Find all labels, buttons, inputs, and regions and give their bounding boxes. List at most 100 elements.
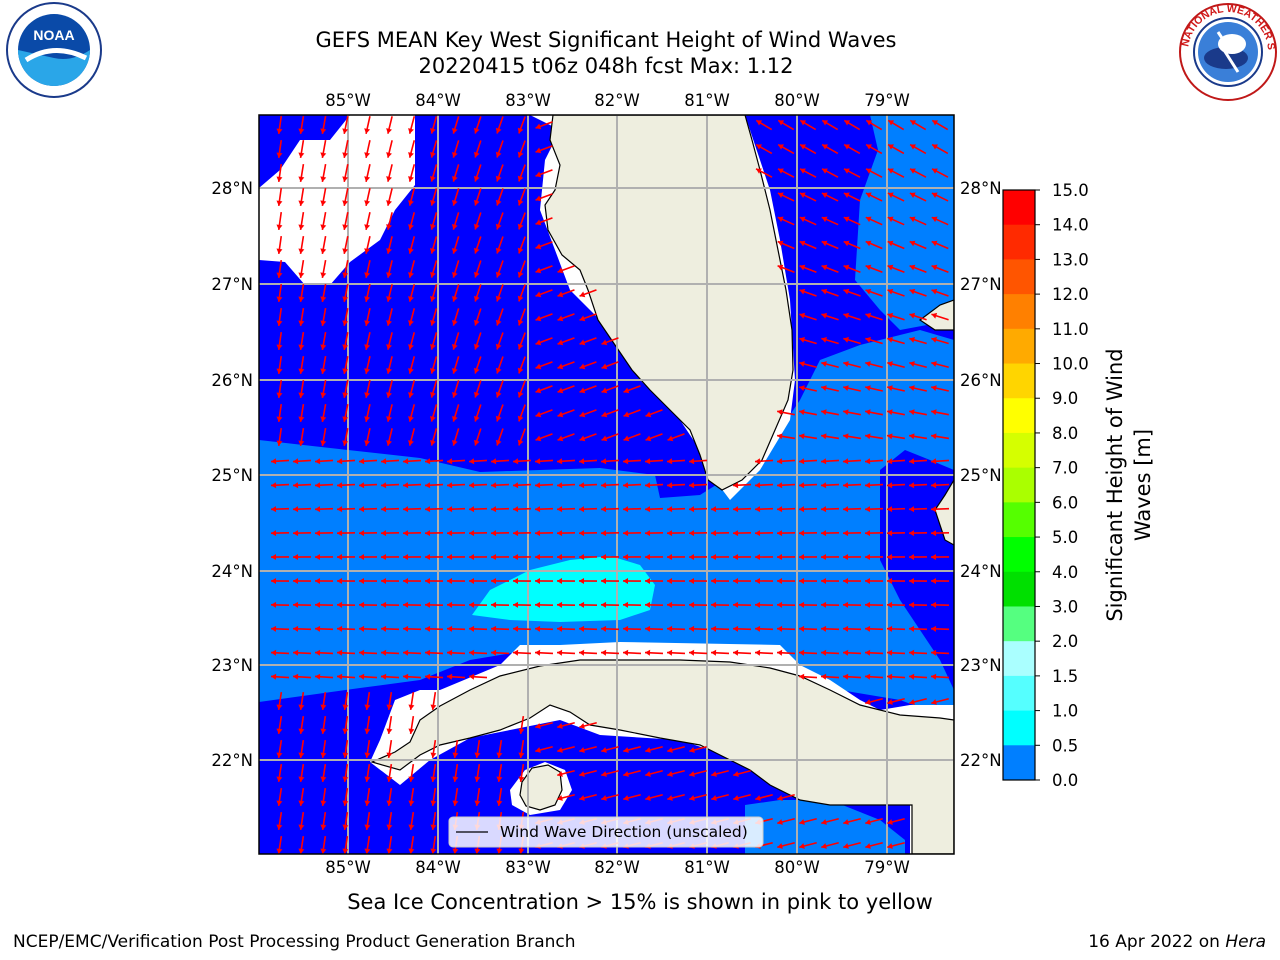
wind-wave-arrow bbox=[622, 506, 642, 513]
wind-wave-arrow bbox=[276, 379, 283, 399]
wind-wave-arrow bbox=[710, 625, 730, 632]
wind-wave-arrow bbox=[600, 458, 620, 465]
wind-wave-arrow bbox=[320, 739, 327, 759]
lat-label-left: 25°N bbox=[211, 466, 253, 485]
wind-wave-arrow bbox=[601, 793, 619, 801]
wind-wave-arrow bbox=[364, 404, 371, 422]
colorbar: 15.0 14.0 13.0 12.0 11.0 10.0 9.0 8.0 7.0 6.0 5.0 4… bbox=[1002, 181, 1089, 790]
wind-wave-arrow bbox=[342, 284, 349, 302]
wind-wave-arrow bbox=[320, 188, 327, 206]
wind-wave-arrow bbox=[623, 769, 641, 777]
wind-wave-arrow bbox=[490, 506, 510, 513]
wind-wave-arrow bbox=[821, 119, 839, 131]
wind-wave-arrow bbox=[320, 763, 327, 783]
wind-wave-arrow bbox=[386, 236, 393, 254]
wind-wave-arrow bbox=[534, 554, 554, 561]
wind-wave-arrow bbox=[386, 188, 393, 206]
wind-wave-arrow bbox=[644, 554, 664, 561]
wind-wave-arrow bbox=[843, 312, 861, 321]
wind-wave-arrow bbox=[468, 554, 488, 561]
wind-wave-arrow bbox=[276, 355, 283, 375]
wind-wave-arrow bbox=[887, 361, 905, 369]
wind-wave-arrow bbox=[843, 817, 861, 825]
wind-wave-arrow bbox=[931, 168, 949, 178]
wind-wave-arrow bbox=[386, 116, 393, 134]
wind-wave-arrow bbox=[557, 409, 575, 418]
wind-wave-arrow bbox=[270, 506, 290, 513]
wind-wave-arrow bbox=[557, 793, 575, 801]
wind-wave-arrow bbox=[887, 385, 905, 392]
wind-wave-arrow bbox=[408, 715, 415, 735]
wind-wave-arrow bbox=[336, 601, 356, 608]
colorbar-segment bbox=[1003, 710, 1035, 746]
wind-wave-arrow bbox=[931, 240, 949, 250]
wind-wave-arrow bbox=[887, 216, 905, 226]
wind-wave-arrow bbox=[931, 264, 949, 273]
wind-wave-arrow bbox=[430, 380, 438, 398]
wind-wave-arrow bbox=[622, 554, 642, 561]
wind-wave-arrow bbox=[364, 212, 371, 230]
wind-wave-arrow bbox=[579, 745, 597, 753]
wind-wave-arrow bbox=[298, 211, 305, 231]
wind-wave-arrow bbox=[517, 140, 526, 158]
wind-wave-arrow bbox=[622, 577, 642, 584]
wind-wave-arrow bbox=[292, 530, 312, 537]
wind-wave-arrow bbox=[468, 577, 488, 584]
footer-date-text: 16 Apr 2022 on bbox=[1088, 932, 1226, 952]
colorbar-tick-label: 10.0 bbox=[1052, 355, 1089, 374]
wind-wave-arrow bbox=[930, 625, 950, 632]
wind-wave-arrow bbox=[424, 458, 444, 465]
wind-wave-arrow bbox=[473, 140, 482, 158]
colorbar-tick-label: 12.0 bbox=[1052, 285, 1089, 304]
wind-wave-arrow bbox=[865, 264, 883, 273]
wind-wave-arrow bbox=[931, 361, 949, 369]
wind-wave-arrow bbox=[320, 428, 327, 446]
wind-wave-arrow bbox=[930, 673, 950, 680]
wind-wave-arrow bbox=[380, 625, 400, 632]
wind-wave-arrow bbox=[931, 192, 949, 202]
wind-wave-arrow bbox=[276, 211, 283, 231]
wind-wave-arrow bbox=[512, 649, 532, 656]
wind-wave-arrow bbox=[474, 787, 481, 807]
wind-wave-arrow bbox=[776, 601, 796, 608]
wind-wave-arrow bbox=[342, 164, 349, 182]
wind-wave-arrow bbox=[276, 331, 283, 351]
wind-wave-arrow bbox=[473, 284, 482, 302]
wind-wave-arrow bbox=[342, 835, 349, 854]
wind-wave-arrow bbox=[667, 433, 685, 442]
wind-wave-arrow bbox=[799, 143, 817, 155]
wind-wave-arrow bbox=[430, 164, 438, 182]
colorbar-segment bbox=[1003, 745, 1035, 781]
wind-wave-arrow bbox=[386, 404, 393, 422]
colorbar-segment bbox=[1003, 259, 1035, 295]
colorbar-segment bbox=[1003, 363, 1035, 399]
wind-wave-arrow bbox=[799, 168, 817, 178]
wind-wave-arrow bbox=[864, 625, 884, 632]
wind-wave-arrow bbox=[292, 482, 312, 489]
colorbar-tick-label: 1.5 bbox=[1052, 667, 1078, 686]
wind-wave-arrow bbox=[798, 506, 818, 513]
wind-wave-arrow bbox=[755, 793, 773, 801]
wind-wave-arrow bbox=[886, 577, 906, 584]
wind-wave-arrow bbox=[930, 601, 950, 608]
wind-wave-arrow bbox=[666, 601, 686, 608]
wind-wave-arrow bbox=[386, 212, 393, 230]
wind-wave-arrow bbox=[842, 482, 862, 489]
wind-wave-arrow bbox=[320, 787, 327, 807]
colorbar-segment bbox=[1003, 190, 1035, 226]
wind-wave-arrow bbox=[667, 745, 685, 753]
wind-wave-arrow bbox=[711, 769, 729, 777]
wind-wave-arrow bbox=[430, 739, 437, 759]
wind-wave-arrow bbox=[909, 192, 927, 202]
wind-wave-arrow bbox=[270, 649, 290, 656]
wind-wave-arrow bbox=[601, 433, 619, 442]
wind-wave-arrow bbox=[732, 625, 752, 632]
wind-wave-arrow bbox=[468, 673, 488, 680]
wind-wave-arrow bbox=[556, 577, 576, 584]
lat-label-left: 23°N bbox=[211, 656, 253, 675]
wind-wave-arrow bbox=[644, 458, 664, 465]
wind-wave-arrow bbox=[931, 119, 949, 131]
wind-wave-arrow bbox=[535, 241, 553, 250]
wind-wave-arrow bbox=[276, 787, 283, 807]
